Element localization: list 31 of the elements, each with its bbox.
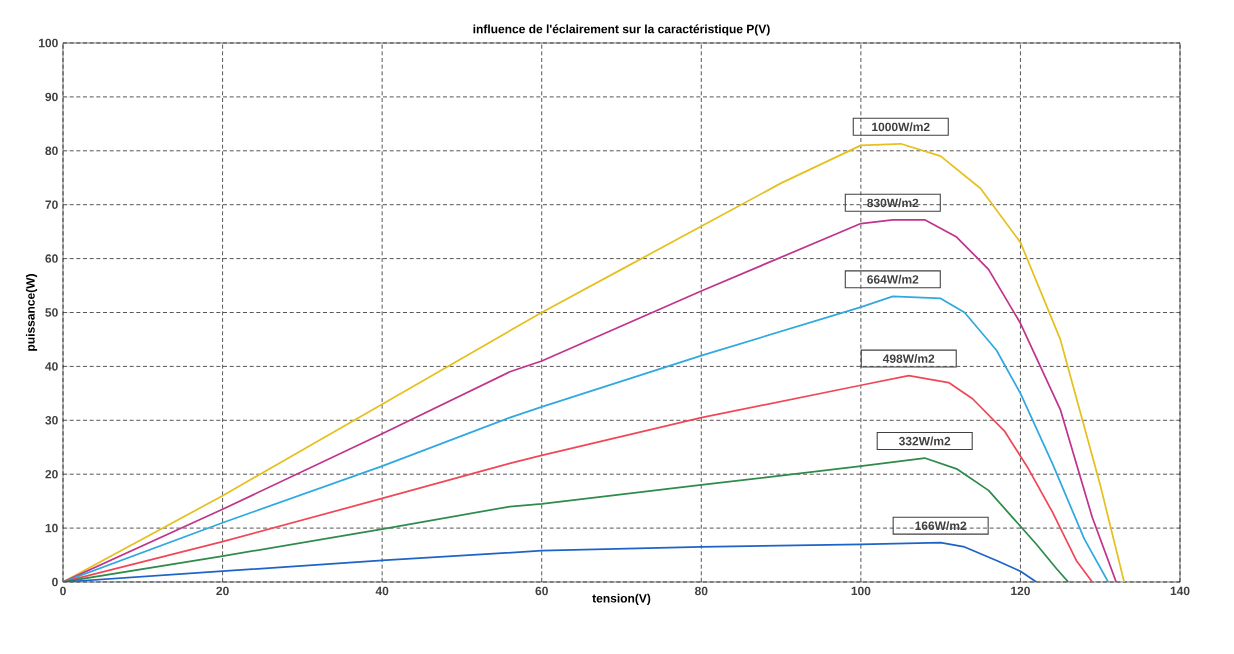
y-tick-label: 0	[52, 577, 58, 587]
y-axis-title: puissance(W)	[25, 274, 38, 351]
x-tick-label: 80	[695, 586, 708, 596]
x-axis-title: tension(V)	[592, 593, 651, 605]
y-tick-label: 100	[39, 38, 58, 48]
line-series	[63, 541, 1038, 582]
series-label: 664W/m2	[867, 274, 919, 284]
chart-title: influence de l'éclairement sur la caractéristique P(V)	[473, 24, 770, 36]
x-tick-label: 120	[1011, 586, 1030, 596]
x-tick-label: 20	[216, 586, 229, 596]
y-tick-label: 10	[45, 523, 58, 533]
y-tick-label: 50	[45, 308, 58, 317]
series-label: 166W/m2	[915, 521, 967, 531]
y-tick-label: 20	[45, 469, 58, 479]
y-tick-label: 30	[45, 416, 58, 425]
y-tick-label: 90	[45, 92, 58, 102]
x-tick-label: 100	[851, 586, 871, 596]
y-tick-label: 70	[45, 200, 58, 209]
y-tick-label: 60	[45, 254, 58, 263]
series-label: 498W/m2	[882, 354, 935, 364]
series-label: 332W/m2	[898, 436, 951, 446]
series-label: 830W/m2	[867, 198, 919, 208]
x-tick-label: 0	[60, 586, 66, 596]
y-tick-label: 80	[45, 146, 58, 156]
line-series	[63, 218, 1118, 582]
line-series	[63, 374, 1094, 582]
y-tick-label: 40	[45, 362, 58, 371]
x-tick-label: 140	[1170, 586, 1190, 596]
series-label: 1000W/m2	[872, 122, 930, 132]
x-tick-label: 60	[535, 586, 548, 596]
x-tick-label: 40	[375, 586, 389, 596]
